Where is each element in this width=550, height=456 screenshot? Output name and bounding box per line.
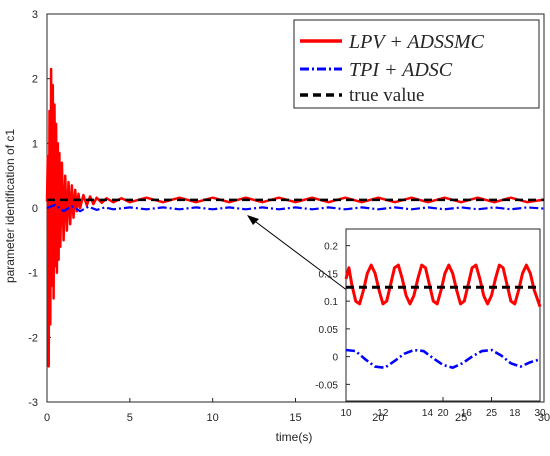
main-ytick-label: 2 [32, 74, 38, 86]
inset-ytick-label: 0.1 [324, 297, 338, 308]
inset-ytick-label: 0.05 [319, 325, 339, 336]
main-xtick-label: 15 [289, 412, 301, 424]
zoom-arrow [247, 215, 349, 292]
main-xtick-label: 20 [372, 412, 384, 424]
main-ytick-label: 1 [32, 138, 38, 150]
inset-series-group [344, 263, 542, 370]
inset-plot-frame [345, 228, 541, 402]
main-ytick-label: 3 [32, 9, 38, 21]
inset-ytick-label: 0.2 [324, 242, 338, 253]
inset-xtick-label: 25 [486, 408, 498, 419]
main-ytick-label: -3 [28, 397, 38, 409]
x-axis-label: time(s) [276, 430, 313, 444]
main-xtick-label: 25 [455, 412, 467, 424]
legend-box [293, 19, 540, 109]
legend-label-true: true value [349, 85, 424, 106]
main-xtick-label: 0 [44, 412, 50, 424]
main-series-group [45, 67, 545, 368]
inset-extra-xtick-label: 16 [461, 408, 473, 419]
main-ytick-label: -1 [28, 268, 38, 280]
inset-xtick-label: 20 [437, 408, 449, 419]
chart-legend: LPV + ADSSMC TPI + ADSC true value [293, 19, 540, 109]
inset-axis-ticks: 10 20 25 30 -0.05 0 0.05 0.1 0.15 0.2 12 14 16 18 [315, 242, 546, 419]
inset-series-tpi-adsc [345, 348, 541, 370]
inset-xtick-label: 30 [534, 408, 546, 419]
legend-label-tpi: TPI + ADSC [349, 59, 453, 81]
inset-ytick-label: 0 [332, 353, 338, 364]
y-axis-label: parameter identification of c1 [3, 129, 17, 283]
main-ytick-label: 0 [32, 203, 38, 215]
main-xtick-label: 30 [538, 412, 550, 424]
inset-extra-xtick-label: 12 [377, 408, 389, 419]
inset-ytick-label: -0.05 [315, 380, 338, 391]
main-xtick-label: 5 [127, 412, 133, 424]
inset-ytick-label: 0.15 [319, 269, 339, 280]
main-xtick-label: 10 [207, 412, 219, 424]
main-ytick-label: -2 [28, 332, 38, 344]
inset-xtick-label: 10 [340, 408, 352, 419]
main-series-tpi-adsc [46, 203, 545, 213]
legend-label-lpv: LPV + ADSSMC [348, 31, 485, 53]
inset-series-lpv-adssmc [344, 263, 542, 308]
inset-extra-xtick-label: 14 [422, 408, 434, 419]
inset-extra-xtick-label: 18 [509, 408, 521, 419]
